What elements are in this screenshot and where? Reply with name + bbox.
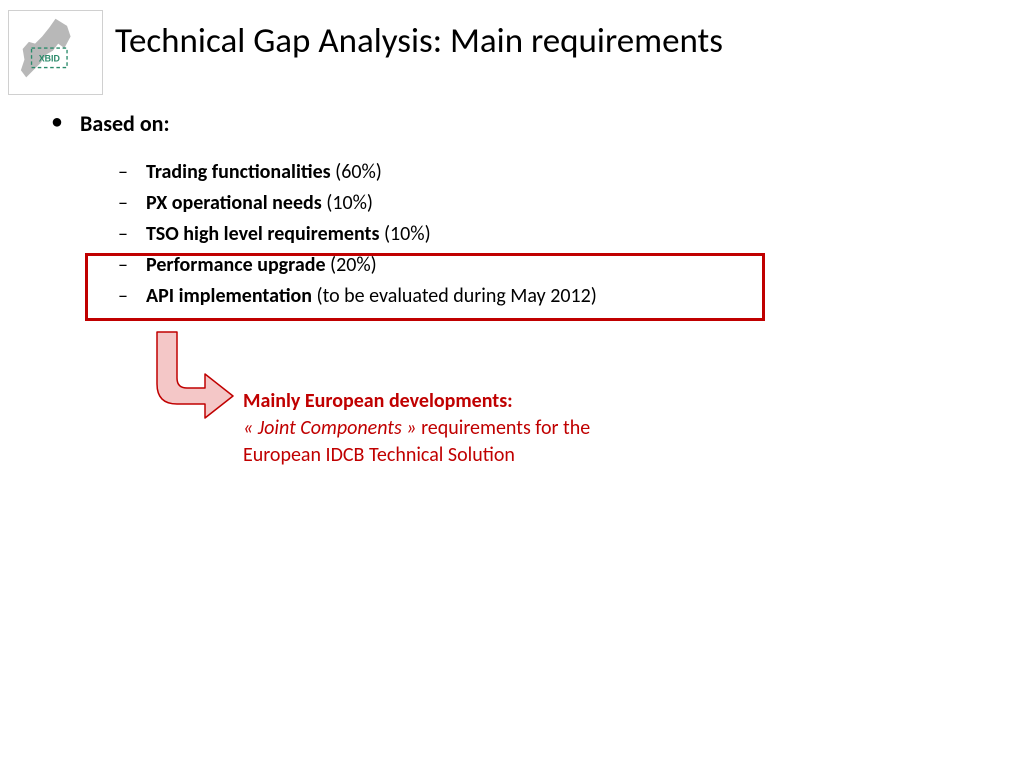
item-bold: API implementation (146, 284, 312, 308)
callout-heading: Mainly European developments: (243, 388, 663, 415)
list-item: PX operational needs (10%) (118, 188, 950, 219)
list-item-based-on: Based on: (50, 110, 950, 137)
item-bold: TSO high level requirements (146, 222, 379, 246)
slide-title: Technical Gap Analysis: Main requirement… (115, 20, 723, 62)
item-tail: (60%) (331, 160, 382, 184)
callout-italic: « Joint Components » (243, 416, 421, 440)
item-tail: (to be evaluated during May 2012) (312, 284, 597, 308)
content-area: Based on: Trading functionalities (60%) … (50, 110, 950, 312)
callout-body: « Joint Components » requirements for th… (243, 415, 663, 469)
bullet-list-level1: Based on: (50, 110, 950, 137)
callout-text: Mainly European developments: « Joint Co… (243, 388, 663, 469)
bullet-list-level2: Trading functionalities (60%) PX operati… (118, 157, 950, 312)
list-item: TSO high level requirements (10%) (118, 219, 950, 250)
item-bold: Performance upgrade (146, 253, 326, 277)
logo-container: XBID (8, 10, 103, 95)
arrow-icon (145, 330, 235, 420)
list-item: API implementation (to be evaluated duri… (118, 281, 950, 312)
list-item: Trading functionalities (60%) (118, 157, 950, 188)
logo-text: XBID (39, 53, 61, 63)
xbid-logo: XBID (15, 17, 96, 88)
item-tail: (20%) (326, 253, 377, 277)
item-tail: (10%) (379, 222, 430, 246)
item-tail: (10%) (322, 191, 373, 215)
item-bold: Trading functionalities (146, 160, 331, 184)
list-item: Performance upgrade (20%) (118, 250, 950, 281)
item-bold: PX operational needs (146, 191, 322, 215)
